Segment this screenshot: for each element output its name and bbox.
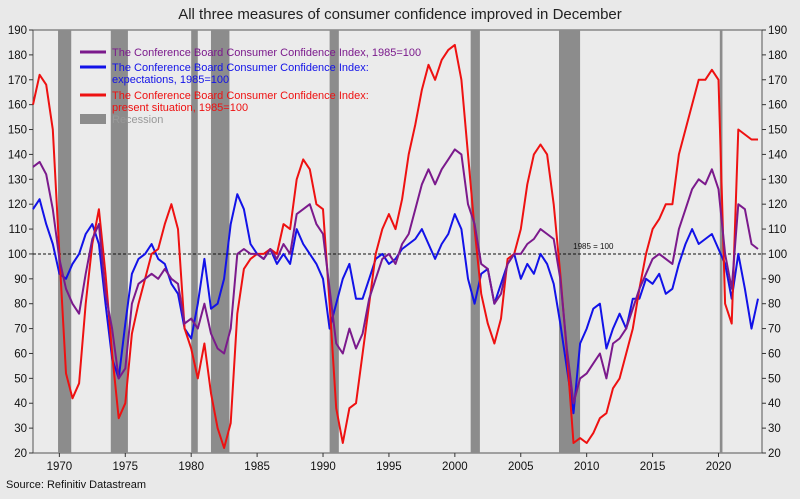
y-tick-label-left: 20 bbox=[14, 448, 27, 460]
x-tick-label: 1990 bbox=[310, 461, 336, 473]
legend-label-expectations-line2: expectations, 1985=100 bbox=[112, 74, 229, 86]
x-tick-label: 2010 bbox=[574, 461, 600, 473]
series-lines bbox=[32, 43, 759, 449]
reference-line-label: 1985 = 100 bbox=[573, 242, 614, 251]
y-tick-label-left: 50 bbox=[14, 373, 27, 385]
x-tick-label: 1975 bbox=[112, 461, 138, 473]
plot-area bbox=[32, 29, 763, 454]
y-tick-label-right: 160 bbox=[768, 100, 787, 112]
recession-band bbox=[329, 30, 339, 453]
source-note: Source: Refinitiv Datastream bbox=[6, 479, 146, 491]
legend-label-overall: The Conference Board Consumer Confidence… bbox=[112, 47, 421, 59]
y-tick-label-left: 100 bbox=[8, 249, 27, 261]
x-tick-label: 1995 bbox=[376, 461, 402, 473]
legend-label-present-line2: present situation, 1985=100 bbox=[112, 102, 248, 114]
y-tick-label-left: 60 bbox=[14, 348, 27, 360]
x-tick-label: 1985 bbox=[244, 461, 270, 473]
y-tick-label-left: 120 bbox=[8, 199, 27, 211]
y-tick-label-left: 110 bbox=[9, 224, 27, 236]
x-tick-label: 2005 bbox=[508, 461, 534, 473]
y-tick-label-right: 130 bbox=[768, 174, 787, 186]
legend-label-expectations: The Conference Board Consumer Confidence… bbox=[112, 62, 369, 86]
chart-title: All three measures of consumer confidenc… bbox=[178, 6, 622, 23]
recession-band bbox=[719, 30, 723, 453]
recession-band bbox=[58, 30, 72, 453]
y-tick-label-right: 20 bbox=[768, 448, 781, 460]
x-tick-label: 2020 bbox=[706, 461, 732, 473]
x-tick-label: 1980 bbox=[178, 461, 204, 473]
legend-label-present: The Conference Board Consumer Confidence… bbox=[112, 90, 369, 114]
y-tick-label-right: 180 bbox=[768, 50, 787, 62]
y-tick-label-left: 160 bbox=[8, 100, 27, 112]
x-tick-label: 2000 bbox=[442, 461, 468, 473]
y-tick-label-left: 80 bbox=[14, 299, 27, 311]
y-tick-label-left: 70 bbox=[14, 324, 27, 336]
legend: The Conference Board Consumer Confidence… bbox=[80, 47, 421, 126]
y-tick-label-right: 110 bbox=[768, 224, 786, 236]
y-tick-label-left: 90 bbox=[14, 274, 27, 286]
y-tick-label-right: 40 bbox=[768, 398, 781, 410]
y-tick-label-right: 100 bbox=[768, 249, 787, 261]
y-tick-label-right: 70 bbox=[768, 324, 781, 336]
legend-label-recession: Recession bbox=[112, 114, 163, 126]
y-tick-label-right: 120 bbox=[768, 199, 787, 211]
y-tick-label-left: 190 bbox=[8, 25, 27, 37]
y-tick-label-left: 150 bbox=[8, 125, 27, 137]
y-tick-label-right: 190 bbox=[768, 25, 787, 37]
y-tick-label-right: 150 bbox=[768, 125, 787, 137]
y-tick-label-left: 170 bbox=[8, 75, 27, 87]
legend-label-present-line1: The Conference Board Consumer Confidence… bbox=[112, 90, 369, 102]
y-tick-label-right: 170 bbox=[768, 75, 787, 87]
y-tick-label-right: 90 bbox=[768, 274, 781, 286]
overall-index-line bbox=[32, 148, 759, 405]
y-tick-label-left: 40 bbox=[14, 398, 27, 410]
y-tick-label-left: 140 bbox=[8, 149, 27, 161]
reference-line-group: 1985 = 100 bbox=[33, 242, 762, 255]
y-tick-label-right: 60 bbox=[768, 348, 781, 360]
y-tick-label-right: 30 bbox=[768, 423, 781, 435]
y-tick-label-right: 50 bbox=[768, 373, 781, 385]
axes: 1970 1975 1980 1985 1990 1995 2000 2005 2010 2015… bbox=[8, 25, 787, 473]
y-tick-label-left: 180 bbox=[8, 50, 27, 62]
recession-band bbox=[191, 30, 198, 453]
x-tick-label: 1970 bbox=[47, 461, 73, 473]
legend-swatch-recession bbox=[80, 114, 106, 124]
y-tick-label-right: 140 bbox=[768, 149, 787, 161]
present-situation-line bbox=[32, 43, 758, 449]
y-tick-label-left: 30 bbox=[14, 423, 27, 435]
x-tick-label: 2015 bbox=[640, 461, 666, 473]
y-tick-label-right: 80 bbox=[768, 299, 781, 311]
legend-label-expectations-line1: The Conference Board Consumer Confidence… bbox=[112, 62, 369, 74]
y-tick-label-left: 130 bbox=[8, 174, 27, 186]
